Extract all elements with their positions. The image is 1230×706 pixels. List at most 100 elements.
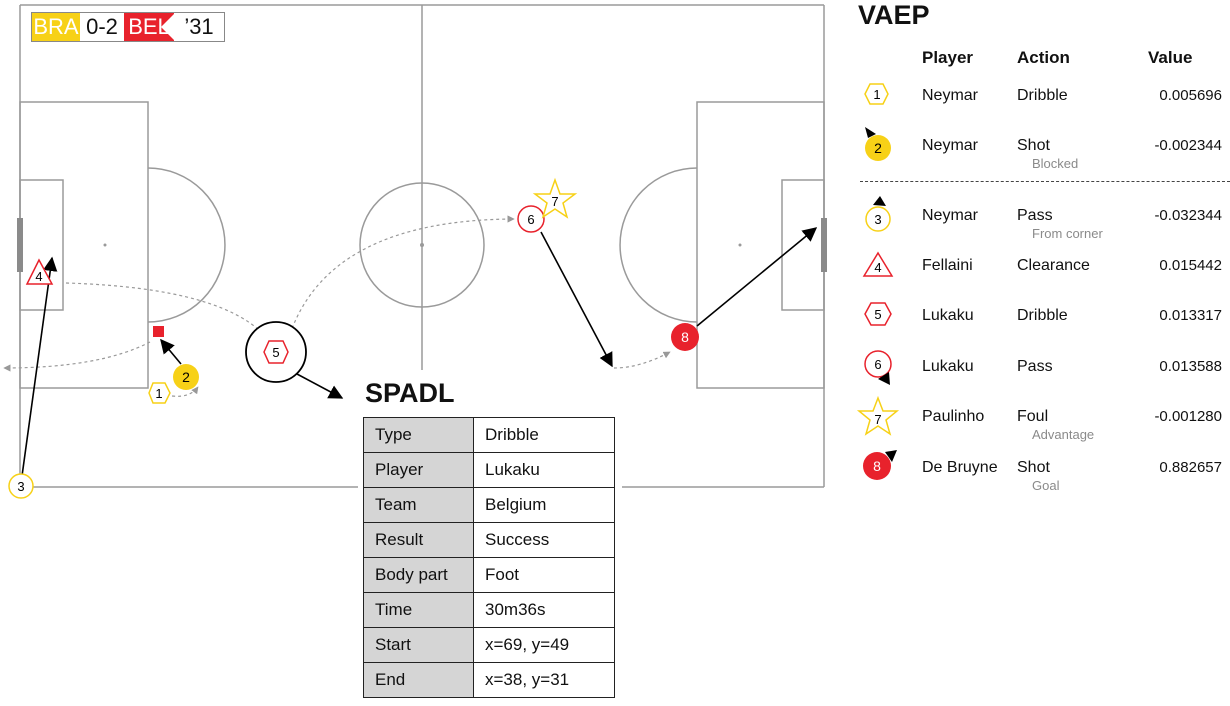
- vaep-action: Dribble: [1017, 87, 1068, 104]
- spadl-row: Team Belgium: [363, 487, 615, 523]
- vaep-player: Neymar: [922, 207, 979, 224]
- right-penalty-box: [696, 101, 825, 389]
- arrow-pass-3: [21, 256, 58, 477]
- vaep-value: 0.005696: [1159, 87, 1222, 104]
- left-goal-box: [19, 179, 64, 311]
- vaep-divider: [860, 181, 1230, 182]
- spadl-key: Time: [363, 592, 474, 628]
- left-goal: [17, 218, 23, 272]
- blocked-shot-marker: [153, 326, 164, 337]
- svg-text:7: 7: [551, 194, 558, 209]
- arrow-shot-2: [160, 338, 182, 365]
- event-marker-6: 6: [517, 205, 545, 233]
- event-marker-2: 2: [173, 364, 199, 390]
- vaep-action: Clearance: [1017, 257, 1090, 274]
- svg-text:4: 4: [874, 260, 881, 275]
- home-team-label: BRA: [32, 13, 80, 41]
- vaep-header-action: Action: [1017, 48, 1070, 67]
- dribble-path-5: [65, 282, 271, 343]
- vaep-value: 0.013588: [1159, 358, 1222, 375]
- spadl-row: Type Dribble: [363, 417, 615, 453]
- vaep-title: VAEP: [858, 0, 930, 30]
- svg-text:4: 4: [35, 269, 42, 284]
- vaep-value: -0.032344: [1154, 207, 1222, 224]
- vaep-header-player: Player: [922, 48, 974, 67]
- spadl-row: End x=38, y=31: [363, 662, 615, 698]
- svg-text:3: 3: [17, 479, 24, 494]
- event-marker-1: 1: [148, 382, 171, 404]
- svg-text:1: 1: [873, 87, 880, 102]
- vaep-header-value: Value: [1148, 48, 1193, 67]
- vaep-player: Lukaku: [922, 358, 974, 375]
- vaep-action-detail: Goal: [1032, 478, 1060, 493]
- score-label: 0-2: [86, 14, 118, 39]
- svg-text:7: 7: [874, 412, 881, 427]
- arrow-shot-8: [696, 227, 818, 327]
- vaep-marker-8: 8: [863, 450, 897, 480]
- spadl-table: Type Dribble Player Lukaku Team Belgium Res…: [363, 417, 615, 698]
- vaep-row-6: Lukaku Pass 0.013588: [860, 352, 1230, 402]
- spadl-value: x=38, y=31: [473, 662, 615, 698]
- spadl-value: Lukaku: [473, 452, 615, 488]
- vaep-value: -0.001280: [1154, 408, 1222, 425]
- vaep-marker-6: 6: [864, 350, 892, 385]
- spadl-value: x=69, y=49: [473, 627, 615, 663]
- event-marker-4: 4: [25, 258, 54, 285]
- spadl-row: Player Lukaku: [363, 452, 615, 488]
- spadl-key: Type: [363, 417, 474, 453]
- svg-text:8: 8: [681, 329, 689, 345]
- vaep-value: 0.015442: [1159, 257, 1222, 274]
- vaep-row-8: De Bruyne Shot Goal 0.882657: [860, 453, 1230, 503]
- spadl-value: 30m36s: [473, 592, 615, 628]
- vaep-action-detail: Blocked: [1032, 156, 1079, 171]
- vaep-player: Lukaku: [922, 307, 974, 324]
- spadl-key: Result: [363, 522, 474, 558]
- spadl-key: End: [363, 662, 474, 698]
- pitch-lines: [19, 4, 825, 488]
- dribble-path-2: [3, 341, 151, 372]
- center-spot: [420, 243, 424, 247]
- vaep-action-detail: From corner: [1032, 226, 1103, 241]
- vaep-action: Foul: [1017, 408, 1049, 425]
- vaep-row-7: Paulinho Foul Advantage -0.001280: [860, 402, 1230, 452]
- right-penalty-arc: [619, 167, 698, 323]
- vaep-row-2: Neymar Shot Blocked -0.002344: [860, 131, 1230, 181]
- svg-text:8: 8: [873, 458, 881, 474]
- vaep-row-3: Neymar Pass From corner -0.032344: [860, 201, 1230, 251]
- svg-text:5: 5: [272, 345, 279, 360]
- svg-text:6: 6: [874, 357, 881, 372]
- vaep-marker-3: 3: [865, 196, 891, 232]
- vaep-row-1: Neymar Dribble 0.005696: [860, 81, 1230, 131]
- vaep-marker-4: 4: [862, 251, 894, 277]
- vaep-action: Shot: [1017, 137, 1050, 154]
- vaep-marker-7: 7: [856, 395, 900, 436]
- right-goal-box: [781, 179, 825, 311]
- spadl-key: Player: [363, 452, 474, 488]
- vaep-player: De Bruyne: [922, 459, 998, 476]
- vaep-action: Pass: [1017, 358, 1053, 375]
- svg-text:3: 3: [874, 212, 881, 227]
- svg-text:6: 6: [527, 212, 534, 227]
- dribble-path-1: [171, 386, 199, 397]
- left-penalty-arc: [147, 167, 226, 323]
- event-marker-5: 5: [245, 321, 307, 383]
- svg-text:1: 1: [155, 386, 162, 401]
- svg-text:2: 2: [874, 140, 882, 156]
- pass-path-5-6: [289, 215, 515, 335]
- spadl-title: SPADL: [365, 378, 455, 408]
- arrow-pass-6: [540, 231, 613, 368]
- spadl-key: Start: [363, 627, 474, 663]
- spadl-row: Time 30m36s: [363, 592, 615, 628]
- event-marker-3: 3: [8, 473, 34, 499]
- arrow-zoom-5: [296, 373, 344, 399]
- left-penalty-spot: [103, 243, 107, 247]
- vaep-player: Neymar: [922, 137, 979, 154]
- vaep-value: -0.002344: [1154, 137, 1222, 154]
- event-marker-7: 7: [532, 177, 578, 219]
- vaep-action: Shot: [1017, 459, 1050, 476]
- center-circle: [359, 182, 485, 308]
- spadl-key: Team: [363, 487, 474, 523]
- spadl-row: Start x=69, y=49: [363, 627, 615, 663]
- vaep-action: Pass: [1017, 207, 1053, 224]
